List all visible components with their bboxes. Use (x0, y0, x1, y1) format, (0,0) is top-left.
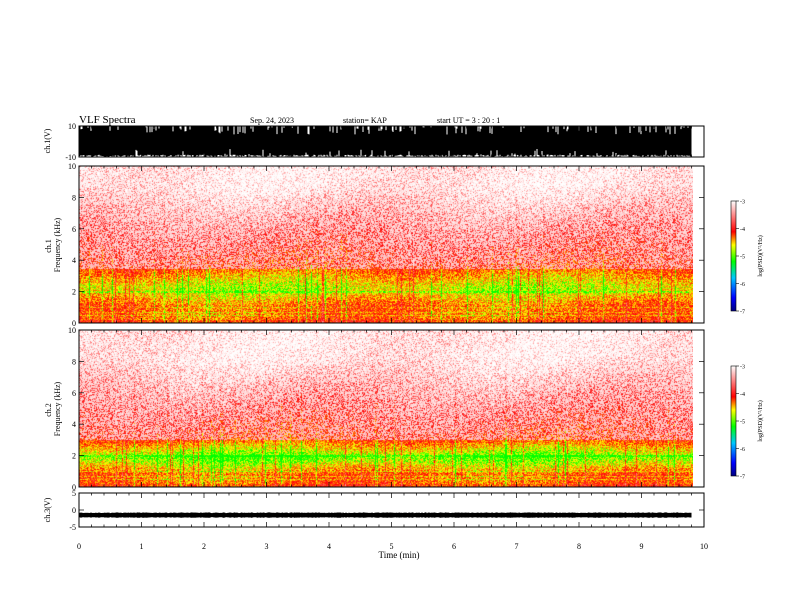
ch1-waveform-ylabel: ch.1(V) (43, 128, 52, 153)
ch1-spectrogram-image (79, 166, 693, 323)
date-label: Sep. 24, 2023 (250, 116, 294, 125)
y-tick-label: 8 (72, 193, 76, 202)
ch1-waveform-yticks: 10 -10 (65, 122, 704, 162)
colorbar-tick-label: -5 (740, 255, 745, 261)
colorbar-tick-label: -4 (740, 392, 745, 398)
colorbar-tick-label: -6 (740, 447, 745, 453)
x-tick-label: 7 (515, 542, 519, 551)
ch1-colorbar-ticks: -3 -4 -5 -6 -7 (736, 200, 745, 316)
y-tick-label: 10 (68, 326, 76, 335)
ch2-channel-label: ch.2 (44, 403, 53, 417)
colorbar-tick-label: -7 (740, 475, 745, 481)
colorbar-tick-label: -7 (740, 310, 745, 316)
y-tick-label: 0 (72, 483, 76, 492)
ch1-colorbar-label: log(PSD)(V²/Hz) (757, 235, 764, 276)
x-tick-label: 2 (202, 542, 206, 551)
y-tick-label: -5 (69, 523, 76, 532)
x-tick-label: 3 (265, 542, 269, 551)
y-tick-label: 4 (72, 420, 76, 429)
y-tick-label: 10 (68, 122, 76, 131)
colorbar-tick-label: -6 (740, 282, 745, 288)
time-axis-tick-labels: 0 1 2 3 4 5 6 7 8 9 10 (77, 542, 708, 551)
y-tick-label: 10 (68, 162, 76, 171)
x-tick-label: 10 (700, 542, 708, 551)
y-tick-label: 4 (72, 256, 76, 265)
ch1-spectrogram-ylabel: ch.1 Frequency (kHz) (44, 217, 62, 272)
ch2-spectrogram-yticks: 0 2 4 6 8 10 (68, 326, 704, 492)
colorbar-tick-label: -5 (740, 420, 745, 426)
ch1-colorbar (730, 200, 737, 312)
y-tick-label: 6 (72, 389, 76, 398)
y-tick-label: 8 (72, 357, 76, 366)
y-tick-label: 2 (72, 452, 76, 461)
x-tick-label: 5 (390, 542, 394, 551)
ch2-spectrogram-ylabel: ch.2 Frequency (kHz) (44, 381, 62, 436)
ch1-spectrogram-yticks: 0 2 4 6 8 10 (68, 162, 704, 328)
ch1-frequency-label: Frequency (kHz) (53, 217, 62, 272)
start-time-label: start UT = 3 : 20 : 1 (437, 116, 500, 125)
ch3-waveform-trace (79, 512, 692, 518)
x-tick-label: 4 (327, 542, 331, 551)
ch3-waveform-yticks: 5 0 -5 (69, 489, 704, 532)
y-tick-label: 0 (72, 319, 76, 328)
figure-title: VLF Spectra (79, 114, 136, 126)
colorbar-tick-label: -3 (740, 200, 745, 206)
x-tick-label: 6 (452, 542, 456, 551)
y-tick-label: 2 (72, 288, 76, 297)
y-tick-label: 6 (72, 225, 76, 234)
ch2-colorbar-label: log(PSD)(V²/Hz) (757, 400, 764, 441)
ch3-waveform-line (79, 512, 692, 518)
ch1-waveform-panel: 10 -10 ch.1(V) (43, 122, 705, 162)
ch1-waveform-trace (79, 126, 692, 157)
ch1-waveform-line (79, 126, 692, 157)
colorbar-tick-label: -4 (740, 227, 745, 233)
ch2-spectrogram-image (79, 330, 693, 487)
ch2-frequency-label: Frequency (kHz) (53, 381, 62, 436)
x-tick-label: 1 (140, 542, 144, 551)
x-tick-label: 9 (640, 542, 644, 551)
ch2-colorbar (730, 365, 737, 477)
colorbar-tick-label: -3 (740, 365, 745, 371)
station-label: station= KAP (343, 116, 387, 125)
ch2-colorbar-ticks: -3 -4 -5 -6 -7 (736, 365, 745, 481)
time-axis-label: Time (min) (379, 550, 420, 560)
x-tick-label: 8 (577, 542, 581, 551)
ch3-waveform-panel: 5 0 -5 ch.3(V) (43, 489, 705, 532)
y-tick-label: 0 (72, 506, 76, 515)
ch1-channel-label: ch.1 (44, 239, 53, 253)
time-axis-ticks (78, 126, 705, 527)
y-tick-label: -10 (65, 153, 76, 162)
x-tick-label: 0 (77, 542, 81, 551)
y-tick-label: 5 (72, 489, 76, 498)
ch3-waveform-ylabel: ch.3(V) (43, 497, 52, 522)
